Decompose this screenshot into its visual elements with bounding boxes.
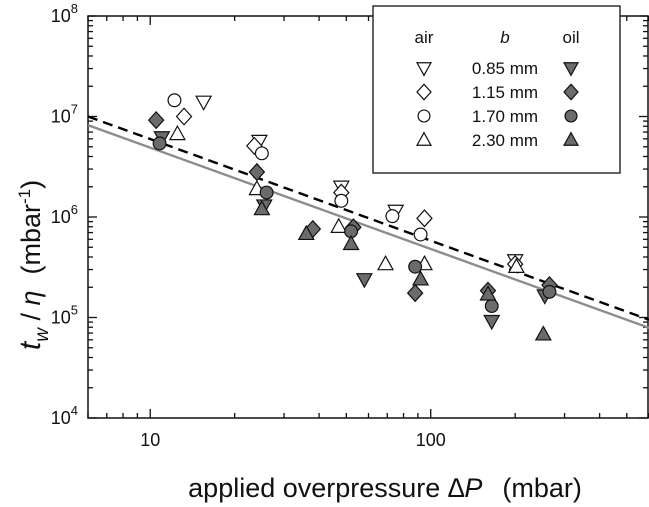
y-tick-label: 106: [51, 202, 78, 227]
legend-marker-filled-triangle-up: [562, 131, 580, 146]
x-axis-label-unit: (mbar): [502, 473, 582, 503]
legend-marker-open-triangle-up: [415, 131, 433, 146]
data-point-open-circle: [334, 193, 349, 208]
data-point-open-triangle-up: [168, 124, 186, 141]
legend-marker-open-triangle-down: [415, 62, 433, 77]
legend: air b oil 0.85 mm 1.15 mm 1.70 mm 2.30 mm: [372, 5, 621, 174]
legend-marker-filled-triangle-down: [562, 62, 580, 77]
data-point-filled-circle: [542, 284, 557, 299]
x-axis-label-symbol: ∆P: [448, 473, 483, 503]
data-point-open-triangle-down: [195, 95, 213, 111]
data-point-filled-diamond: [248, 162, 266, 182]
legend-label: 0.85 mm: [472, 59, 538, 78]
data-point-open-circle: [167, 93, 182, 108]
y-tick-label: 105: [51, 303, 78, 328]
legend-header-b: b: [500, 28, 509, 47]
data-point-filled-diamond: [147, 110, 165, 130]
y-axis-label-unit: (mbar: [16, 204, 46, 275]
y-axis-label: tw / η (mbar-1): [14, 180, 53, 350]
data-point-filled-triangle-down: [355, 273, 373, 289]
data-points: [147, 93, 558, 341]
legend-box: [372, 5, 621, 174]
legend-header-air: air: [415, 28, 434, 47]
data-point-filled-triangle-down: [483, 314, 501, 331]
y-axis-label-unit-close: ): [16, 180, 46, 189]
data-point-open-triangle-up: [330, 217, 348, 233]
legend-label: 2.30 mm: [472, 131, 538, 150]
data-point-open-triangle-up: [377, 254, 395, 271]
data-point-filled-triangle-up: [297, 224, 315, 241]
data-point-filled-circle: [484, 299, 499, 314]
tick-labels: 10 100 104 105 106 107 108: [51, 1, 446, 450]
x-axis-label-main: applied overpressure: [188, 473, 448, 503]
data-point-open-triangle-up: [507, 257, 525, 273]
legend-label: 1.70 mm: [472, 107, 538, 126]
data-point-filled-circle: [408, 259, 423, 274]
data-point-open-circle: [413, 227, 428, 242]
legend-marker-filled-diamond: [563, 83, 579, 101]
data-point-open-circle: [254, 146, 269, 161]
data-point-open-diamond: [175, 107, 193, 126]
data-point-filled-circle: [259, 185, 274, 200]
y-axis-label-sub: w: [32, 327, 53, 342]
data-point-filled-diamond: [406, 283, 424, 303]
x-axis-label: applied overpressure ∆P (mbar): [188, 473, 582, 503]
x-tick-label: 10: [140, 430, 160, 450]
data-point-open-circle: [385, 209, 400, 224]
y-tick-label: 104: [51, 403, 78, 428]
y-tick-label: 107: [51, 102, 78, 127]
legend-marker-open-circle: [417, 109, 431, 123]
data-point-filled-triangle-up: [412, 270, 430, 286]
y-axis-label-t: t: [14, 340, 47, 350]
y-axis-label-slash: /: [16, 306, 46, 329]
y-axis-label-unit-sup: -1: [15, 189, 34, 204]
legend-marker-filled-circle: [564, 109, 578, 123]
data-point-open-diamond: [416, 209, 433, 228]
legend-label: 1.15 mm: [472, 83, 538, 102]
data-point-filled-triangle-up: [253, 199, 271, 216]
x-tick-label: 100: [416, 430, 446, 450]
data-point-filled-triangle-up: [534, 325, 552, 341]
data-point-filled-circle: [152, 136, 167, 151]
y-tick-label: 108: [51, 1, 78, 26]
y-axis-label-eta: η: [16, 291, 46, 306]
data-point-filled-triangle-up: [479, 285, 497, 301]
legend-header-oil: oil: [562, 28, 579, 47]
data-point-filled-triangle-up: [342, 234, 360, 251]
legend-marker-open-diamond: [416, 83, 432, 101]
